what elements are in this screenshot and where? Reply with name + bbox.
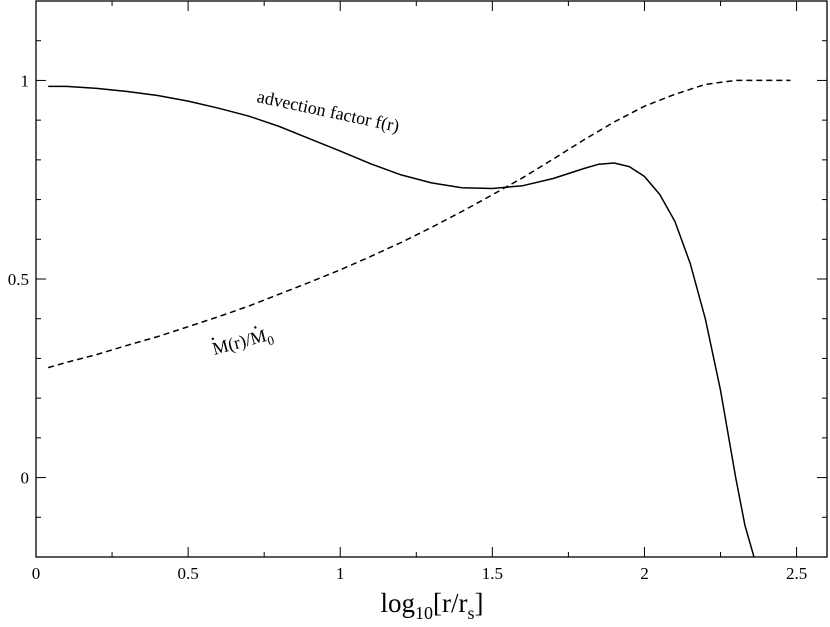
- x-axis-title: log10[r/rs]: [380, 588, 483, 623]
- x-axis-title-sub1: 10: [415, 603, 433, 623]
- x-tick-label: 2.5: [786, 564, 807, 583]
- x-tick-label: 1: [336, 564, 345, 583]
- x-axis-title-suffix: ]: [475, 588, 484, 618]
- series-group: [47, 79, 791, 557]
- x-tick-label: 1.5: [482, 564, 503, 583]
- svg-text:M(r)/M0: M(r)/M0: [210, 324, 276, 363]
- x-tick-label: 0.5: [177, 564, 198, 583]
- annotation-mass-ratio-subscript: 0: [266, 332, 276, 348]
- x-tick-label: 0: [32, 564, 41, 583]
- y-tick-label: 1: [21, 71, 30, 90]
- annotation-advection-factor: advection factor f(r): [255, 86, 401, 137]
- x-axis-title-sub2: s: [467, 603, 474, 623]
- annotation-mass-ratio-main: M(r)/M: [210, 325, 269, 360]
- tick-labels: 0 0.5 1 1.5 2 2.5 0 0.5 1: [8, 71, 807, 583]
- y-tick-label: 0.5: [8, 270, 29, 289]
- mdot-dot-1: [211, 337, 215, 340]
- annotation-mass-ratio: M(r)/M0: [210, 324, 276, 363]
- x-tick-label: 2: [640, 564, 649, 583]
- x-axis-title-prefix: log: [380, 588, 415, 618]
- y-tick-label: 0: [21, 469, 30, 488]
- mdot-dot-2: [254, 326, 257, 329]
- axis-ticks: [35, 0, 827, 558]
- series-line-mass-ratio: [47, 79, 791, 369]
- series-line-advection-factor: [48, 85, 755, 557]
- x-axis-title-mid: [r/r: [433, 588, 467, 618]
